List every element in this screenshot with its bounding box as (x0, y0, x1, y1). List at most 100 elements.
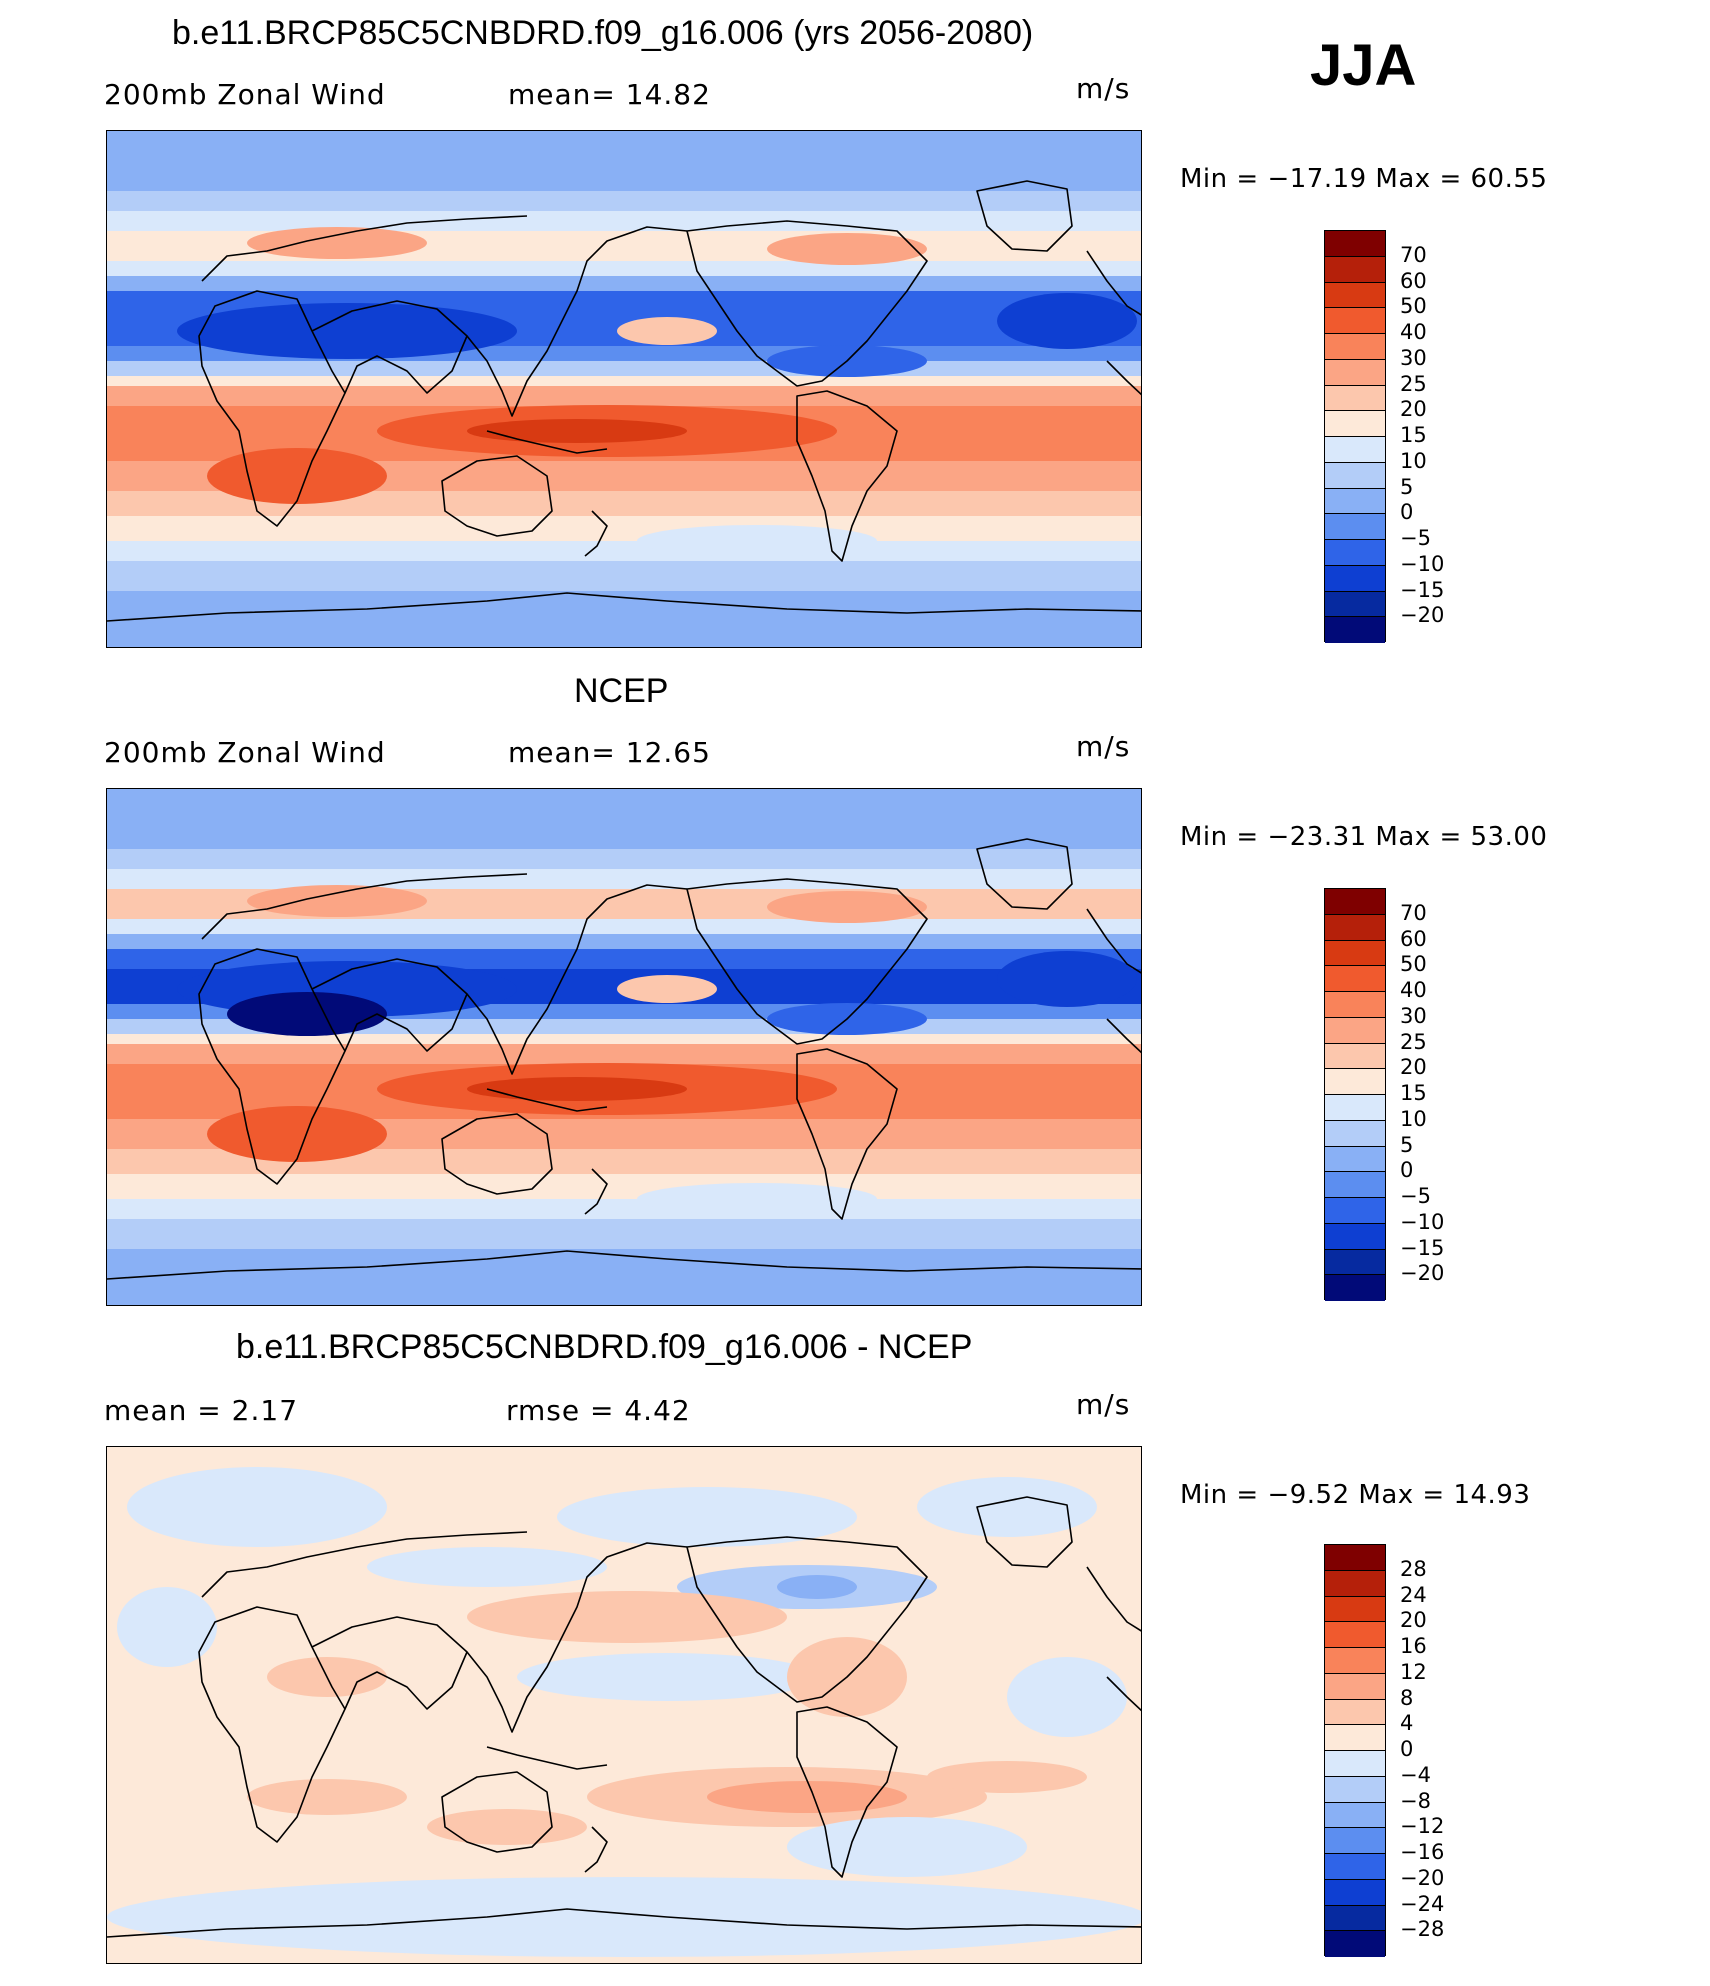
coastline (1086, 250, 1141, 316)
colorbar-tick-label: 0 (1400, 1158, 1414, 1183)
colorbar-swatch (1325, 1095, 1385, 1121)
contour-band (107, 1034, 1141, 1044)
panel1-units: m/s (1076, 72, 1131, 105)
colorbar-swatch (1325, 1879, 1385, 1906)
contour-region (247, 1779, 407, 1815)
panel1-mean-label: mean= 14.82 (508, 78, 711, 111)
colorbar-tick-label: 30 (1400, 1003, 1427, 1028)
colorbar-tick-label: 20 (1400, 397, 1427, 422)
panel2-colorbar (1324, 888, 1386, 1301)
contour-band (107, 211, 1141, 231)
colorbar-tick-label: 40 (1400, 320, 1427, 344)
panel2-title: NCEP (574, 672, 669, 710)
contour-region (1007, 1657, 1127, 1737)
coastline (976, 180, 1073, 252)
contour-region (637, 1183, 877, 1215)
coastline (796, 1706, 898, 1878)
colorbar-swatch (1325, 462, 1385, 489)
colorbar-swatch (1325, 1776, 1385, 1803)
colorbar-tick-label: −24 (1400, 1891, 1445, 1916)
contour-region (917, 1477, 1097, 1537)
colorbar-tick-label: 8 (1400, 1685, 1414, 1710)
contour-region (117, 1587, 217, 1667)
colorbar-tick-label: 25 (1400, 1029, 1427, 1054)
contour-region (997, 951, 1137, 1007)
contour-region (127, 1467, 387, 1547)
panel2-variable-label: 200mb Zonal Wind (104, 736, 386, 769)
contour-region (557, 1487, 857, 1547)
contour-band (107, 386, 1141, 406)
contour-region (707, 1781, 907, 1813)
panel1-colorbar (1324, 230, 1386, 643)
colorbar-swatch (1325, 1931, 1385, 1957)
coastline (1106, 360, 1141, 396)
coastline (796, 1048, 898, 1220)
colorbar-swatch (1325, 334, 1385, 360)
colorbar-tick-label: 5 (1400, 1132, 1414, 1157)
colorbar-tick-label: −5 (1400, 526, 1431, 550)
colorbar-tick-label: 15 (1400, 1081, 1427, 1105)
colorbar-swatch (1325, 488, 1385, 515)
colorbar-tick-label: 20 (1400, 1608, 1427, 1633)
coastline (441, 1113, 553, 1195)
colorbar-swatch (1325, 514, 1385, 540)
panel3-min-max: Min = −9.52 Max = 14.93 (1180, 1480, 1531, 1510)
contour-band (107, 1249, 1141, 1305)
colorbar-swatch (1325, 940, 1385, 967)
coastline (466, 1542, 688, 1733)
coastline (466, 884, 688, 1075)
contour-region (637, 525, 877, 557)
colorbar-tick-label: 70 (1400, 242, 1427, 267)
panel2-contour-field (107, 789, 1141, 1305)
coastline (198, 948, 346, 1185)
coastline (1086, 908, 1141, 974)
contour-band (107, 934, 1141, 949)
colorbar-tick-label: 28 (1400, 1556, 1427, 1581)
colorbar-swatch (1325, 231, 1385, 257)
panel3-map (106, 1446, 1142, 1964)
coastline (796, 390, 898, 562)
contour-band (107, 276, 1141, 291)
colorbar-tick-label: 60 (1400, 268, 1427, 293)
colorbar-tick-label: −8 (1400, 1788, 1431, 1813)
panel1-min-max: Min = −17.19 Max = 60.55 (1180, 164, 1548, 194)
colorbar-swatch (1325, 256, 1385, 283)
contour-band (107, 516, 1141, 541)
colorbar-swatch (1325, 1699, 1385, 1726)
colorbar-tick-label: 5 (1400, 474, 1414, 499)
contour-region (927, 1761, 1087, 1793)
contour-band (107, 191, 1141, 211)
panel3-contour-field (107, 1447, 1141, 1963)
coastline (311, 1616, 468, 1710)
contour-region (767, 891, 927, 923)
contour-band (107, 1199, 1141, 1219)
colorbar-swatch (1325, 282, 1385, 309)
colorbar-tick-label: 50 (1400, 952, 1427, 977)
colorbar-tick-label: 0 (1400, 500, 1414, 525)
panel2-min-max: Min = −23.31 Max = 53.00 (1180, 822, 1548, 852)
panel3-mean-label: mean = 2.17 (104, 1394, 299, 1427)
contour-band (107, 1174, 1141, 1199)
colorbar-tick-label: 24 (1400, 1582, 1427, 1607)
coastline (584, 510, 608, 557)
coastline (686, 1536, 928, 1703)
colorbar-tick-label: 16 (1400, 1634, 1427, 1658)
panel3-units: m/s (1076, 1388, 1131, 1421)
contour-region (247, 885, 427, 917)
coastline (441, 1771, 553, 1853)
contour-region (107, 1877, 1141, 1957)
colorbar-swatch (1325, 1120, 1385, 1147)
colorbar-swatch (1325, 1828, 1385, 1854)
colorbar-swatch (1325, 1622, 1385, 1648)
colorbar-swatch (1325, 992, 1385, 1018)
coastline (486, 1746, 608, 1770)
coastline (486, 430, 608, 454)
panel1-variable-label: 200mb Zonal Wind (104, 78, 386, 111)
season-label: JJA (1310, 33, 1417, 98)
colorbar-swatch (1325, 617, 1385, 643)
coastline (1106, 1676, 1141, 1712)
contour-region (467, 1077, 687, 1101)
colorbar-tick-label: −28 (1400, 1917, 1445, 1942)
contour-band (107, 789, 1141, 849)
contour-band (107, 361, 1141, 376)
